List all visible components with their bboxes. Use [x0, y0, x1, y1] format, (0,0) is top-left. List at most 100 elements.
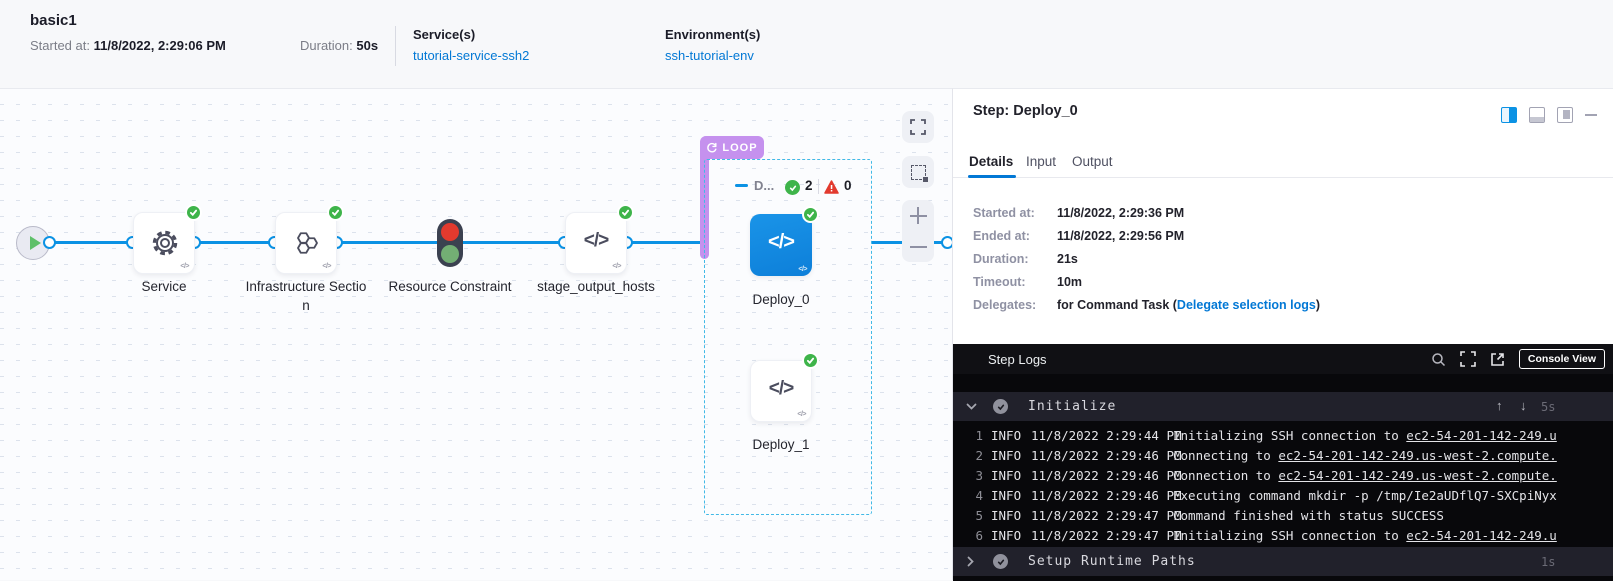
- environments-label: Environment(s): [665, 27, 761, 42]
- node-label-stage-output-hosts: stage_output_hosts: [537, 279, 655, 294]
- loop-icon: [707, 142, 717, 152]
- step-panel-title: Step: Deploy_0: [973, 103, 1078, 119]
- chevron-right-icon[interactable]: [967, 556, 975, 567]
- fit-to-screen-button[interactable]: [902, 111, 934, 143]
- logs-toolbar: Console View: [1431, 344, 1605, 374]
- marquee-select-button[interactable]: [902, 156, 934, 188]
- detail-label: Duration:: [973, 252, 1029, 266]
- layout-right-panel-icon[interactable]: [1501, 107, 1517, 123]
- loop-container: [704, 159, 872, 515]
- detail-label: Started at:: [973, 206, 1035, 220]
- gear-icon: [152, 230, 178, 256]
- pipeline-name: basic1: [30, 12, 77, 29]
- log-line: 2 INFO 11/8/2022 2:29:46 PM Connecting t…: [975, 448, 1557, 463]
- code-mini-icon: </>: [797, 411, 806, 418]
- layout-bottom-panel-icon[interactable]: [1529, 107, 1545, 123]
- console-view-button[interactable]: Console View: [1518, 349, 1605, 369]
- service-link[interactable]: tutorial-service-ssh2: [413, 48, 530, 63]
- duration: Duration: 50s: [300, 38, 379, 53]
- host-link[interactable]: ec2-54-201-142-249.us-west-2.compute.: [1278, 448, 1557, 463]
- zoom-out-button[interactable]: [902, 231, 934, 262]
- detail-value: 11/8/2022, 2:29:56 PM: [1057, 229, 1185, 243]
- success-badge: [802, 206, 819, 223]
- check-icon: [189, 209, 198, 217]
- panel-layout-controls: [1501, 107, 1597, 123]
- loop-badge-label: LOOP: [722, 141, 758, 154]
- host-link[interactable]: ec2-54-201-142-249.us-west-2.compute.: [1278, 468, 1557, 483]
- section-success-icon: [993, 399, 1008, 414]
- log-line: 3 INFO 11/8/2022 2:29:46 PM Connection t…: [975, 468, 1557, 483]
- services-label: Service(s): [413, 27, 476, 42]
- log-section-initialize[interactable]: Initialize ↑ ↓ 5s: [953, 392, 1613, 421]
- node-resource-constraint[interactable]: [437, 219, 463, 267]
- check-icon: [331, 209, 340, 217]
- code-mini-icon: </>: [322, 263, 331, 270]
- code-icon: </>: [768, 231, 795, 253]
- delegate-selection-logs-link[interactable]: Delegate selection logs: [1176, 298, 1316, 312]
- node-deploy-0[interactable]: </> </>: [750, 214, 812, 276]
- check-icon: [789, 185, 796, 191]
- node-service[interactable]: </>: [133, 212, 195, 274]
- detail-value: 11/8/2022, 2:29:36 PM: [1057, 206, 1185, 220]
- chevron-down-icon[interactable]: [966, 403, 977, 411]
- layout-side-panel-icon[interactable]: [1557, 107, 1573, 123]
- node-infrastructure[interactable]: </>: [275, 212, 337, 274]
- node-label-deploy-1: Deploy_1: [752, 437, 810, 452]
- open-in-new-icon[interactable]: [1490, 352, 1505, 367]
- detail-label: Timeout:: [973, 275, 1026, 289]
- group-count-divider: [818, 179, 819, 194]
- host-link[interactable]: ec2-54-201-142-249.u: [1406, 428, 1557, 443]
- edge: [50, 241, 133, 244]
- detail-label: Ended at:: [973, 229, 1030, 243]
- edge: [195, 241, 275, 244]
- minimize-panel-icon[interactable]: [1585, 114, 1597, 116]
- hexagons-icon: [297, 232, 318, 254]
- zoom-in-button[interactable]: [902, 200, 934, 231]
- collapse-group-icon[interactable]: [735, 184, 748, 187]
- node-stage-output-hosts[interactable]: </> </>: [565, 212, 627, 274]
- zoom-controls: [902, 200, 934, 262]
- scroll-up-icon[interactable]: ↑: [1496, 398, 1503, 413]
- delegates-text: for Command Task (: [1057, 298, 1177, 312]
- log-line: 1 INFO 11/8/2022 2:29:44 PM Initializing…: [975, 428, 1557, 443]
- expand-fullscreen-icon[interactable]: [1460, 351, 1476, 367]
- pipeline-canvas[interactable]: </> Service </> Infrastructure Section R…: [0, 88, 954, 580]
- start-node[interactable]: [16, 226, 50, 260]
- tab-input[interactable]: Input: [1026, 154, 1057, 169]
- detail-value: 21s: [1057, 252, 1078, 266]
- code-mini-icon: </>: [612, 263, 621, 270]
- environment-link[interactable]: ssh-tutorial-env: [665, 48, 754, 63]
- node-label-deploy-0: Deploy_0: [752, 292, 810, 307]
- host-link[interactable]: ec2-54-201-142-249.u: [1406, 528, 1557, 543]
- loop-badge[interactable]: LOOP: [700, 136, 764, 159]
- code-icon: </>: [768, 378, 794, 399]
- success-badge: [327, 204, 344, 221]
- log-section-setup-runtime-paths[interactable]: Setup Runtime Paths 1s: [953, 547, 1613, 576]
- started-at: Started at: 11/8/2022, 2:29:06 PM: [30, 38, 226, 53]
- success-badge: [617, 204, 634, 221]
- warning-icon: [824, 180, 839, 194]
- success-badge: [802, 352, 819, 369]
- group-success-count: 2: [805, 178, 813, 193]
- tab-details[interactable]: Details: [969, 154, 1014, 169]
- detail-label: Delegates:: [973, 298, 1037, 312]
- step-details-panel: Step: Deploy_0 Details Input Output Star…: [952, 88, 1613, 581]
- search-icon[interactable]: [1431, 352, 1446, 367]
- step-tabs: Details Input Output: [953, 147, 1613, 178]
- delegates-text: ): [1315, 298, 1321, 312]
- port: [43, 236, 56, 249]
- node-deploy-1[interactable]: </> </>: [750, 360, 812, 422]
- section-name: Setup Runtime Paths: [1028, 554, 1196, 569]
- step-logs-header: Step Logs Console View: [953, 344, 1613, 374]
- check-icon: [997, 559, 1004, 565]
- section-success-icon: [993, 554, 1008, 569]
- scroll-down-icon[interactable]: ↓: [1520, 398, 1527, 413]
- play-icon: [30, 236, 41, 250]
- section-duration: 1s: [1541, 554, 1556, 569]
- check-icon: [621, 209, 630, 217]
- check-icon: [806, 211, 815, 219]
- tab-output[interactable]: Output: [1072, 154, 1113, 169]
- detail-value: 10m: [1057, 275, 1083, 289]
- code-icon: </>: [583, 230, 609, 251]
- step-logs-title: Step Logs: [988, 352, 1047, 367]
